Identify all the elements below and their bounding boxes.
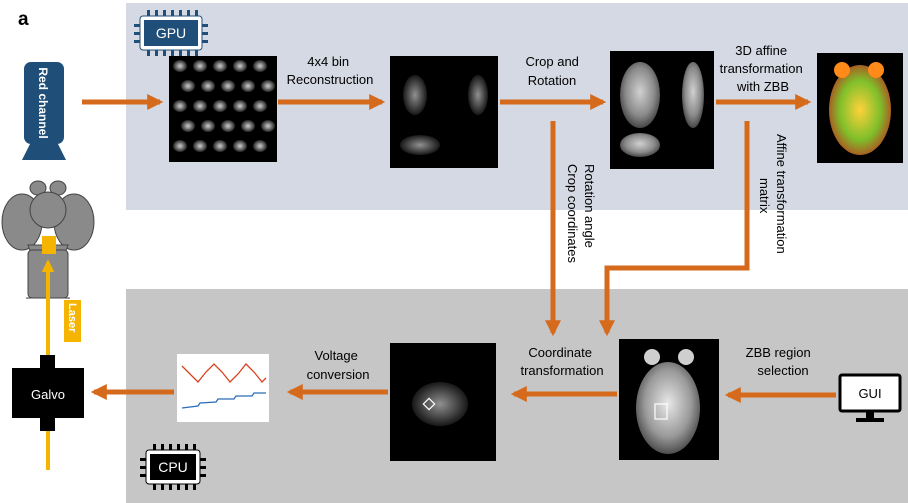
lenslet-spot [253, 140, 267, 152]
lenslet-spot [241, 120, 255, 132]
reconstruction-thumbnail [390, 56, 498, 168]
step-crop-rotation-line2: Rotation [528, 73, 576, 88]
lenslet-spot [181, 120, 195, 132]
step-coordinate-transformation: Coordinate transformation [520, 345, 603, 378]
cropped-rotated-thumbnail [610, 51, 714, 169]
panel-label: a [18, 9, 29, 30]
step-zbb-selection-line1: ZBB region [746, 345, 811, 360]
lenslet-spot [241, 80, 255, 92]
step-bin-reconstruction-line1: 4x4 bin [307, 54, 349, 69]
step-affine-zbb: 3D affine transformation with ZBB [720, 43, 807, 94]
lenslet-spot [173, 100, 187, 112]
lenslet-spot [173, 140, 187, 152]
gui-monitor-icon: GUI [838, 373, 902, 422]
label-affine-matrix-line1: Affine transformation [774, 134, 789, 254]
step-zbb-selection-line2: selection [757, 363, 808, 378]
lenslet-spot [193, 140, 207, 152]
lenslet-spot [181, 80, 195, 92]
label-rotation-crop: Rotation angle Crop coordinates [565, 164, 597, 263]
label-rotation-angle: Rotation angle [582, 164, 597, 248]
voltage-plot-thumbnail [177, 354, 269, 422]
zbb-brain-thumbnail [619, 339, 719, 460]
fish-brain-icon [1, 180, 95, 299]
lenslet-spot [201, 120, 215, 132]
step-voltage-conversion: Voltage conversion [307, 348, 370, 382]
red-channel-label: Red channel [36, 67, 50, 138]
gui-label: GUI [858, 386, 881, 401]
laser-tag [64, 300, 81, 342]
lenslet-spot [221, 120, 235, 132]
lenslet-spot [193, 60, 207, 72]
lenslet-spot [253, 100, 267, 112]
step-crop-rotation: Crop and Rotation [525, 54, 582, 88]
lenslet-spot [261, 80, 275, 92]
lenslet-spot [213, 100, 227, 112]
lenslet-spot [233, 140, 247, 152]
voltage-trace-blue [181, 392, 266, 409]
lenslet-spot [201, 80, 215, 92]
lenslet-spot [233, 60, 247, 72]
label-affine-matrix-line2: matrix [757, 178, 772, 214]
step-voltage-conversion-line1: Voltage [315, 348, 358, 363]
step-coordinate-transformation-line1: Coordinate [528, 345, 592, 360]
gpu-chip-icon: GPU [134, 10, 208, 56]
galvo-box: Galvo [12, 355, 84, 431]
lenslet-spot [173, 60, 187, 72]
gpu-chip-label: GPU [156, 25, 186, 41]
camera-icon: Red channel [22, 62, 66, 160]
laser-label: Laser [66, 303, 78, 333]
step-affine-zbb-line1: 3D affine [735, 43, 787, 58]
raw-image-thumbnail [169, 56, 277, 162]
label-crop-coordinates: Crop coordinates [565, 164, 580, 263]
lenslet-spot [233, 100, 247, 112]
step-coordinate-transformation-line2: transformation [520, 363, 603, 378]
lenslet-spot [193, 100, 207, 112]
lenslet-spot [213, 140, 227, 152]
lenslet-spot [253, 60, 267, 72]
step-bin-reconstruction: 4x4 bin Reconstruction [287, 54, 374, 87]
lenslet-spot [213, 60, 227, 72]
zbb-registered-thumbnail [817, 53, 903, 163]
cpu-chip-icon: CPU [140, 444, 206, 490]
step-voltage-conversion-line2: conversion [307, 367, 370, 382]
voltage-trace-red [181, 363, 267, 383]
coordinate-transform-thumbnail [390, 343, 496, 461]
step-crop-rotation-line1: Crop and [525, 54, 578, 69]
step-affine-zbb-line3: with ZBB [736, 79, 789, 94]
lenslet-spot [261, 120, 275, 132]
step-bin-reconstruction-line2: Reconstruction [287, 72, 374, 87]
cpu-chip-label: CPU [158, 459, 188, 475]
target-region-marker [42, 236, 56, 254]
step-zbb-selection: ZBB region selection [746, 345, 815, 378]
galvo-label: Galvo [31, 387, 65, 402]
arrow-affine-matrix [598, 121, 750, 337]
step-affine-zbb-line2: transformation [720, 61, 803, 76]
label-affine-matrix: Affine transformation matrix [757, 134, 789, 257]
lenslet-spot [221, 80, 235, 92]
